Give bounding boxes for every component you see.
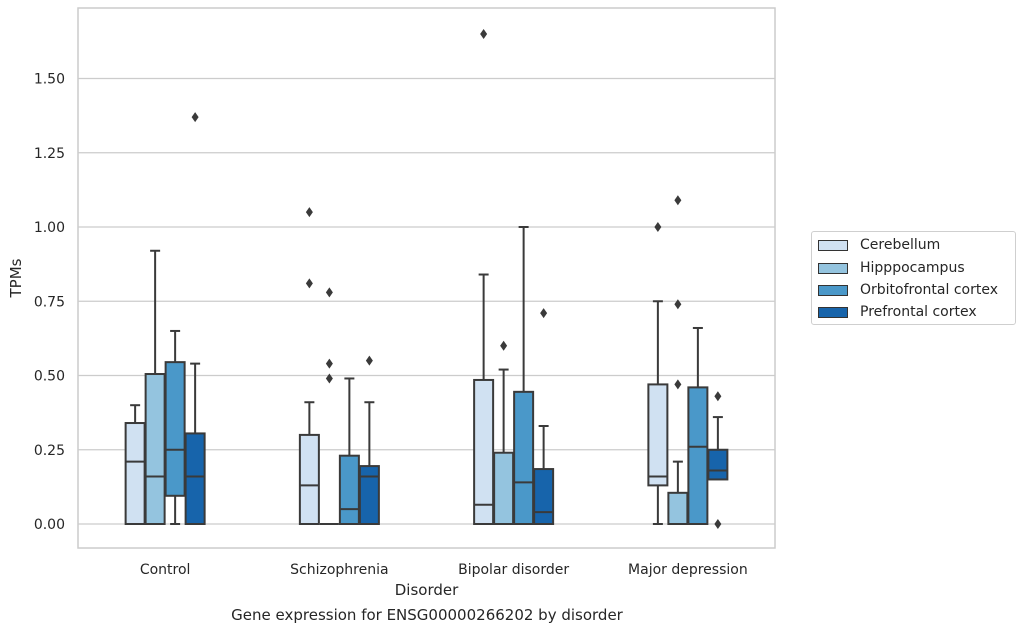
legend-swatch-hipppocampus xyxy=(818,262,848,274)
outlier-point xyxy=(674,379,682,390)
box xyxy=(513,390,535,525)
legend-swatch-prefrontal-cortex xyxy=(818,306,848,318)
x-tick-label: Major depression xyxy=(628,562,748,578)
legend-swatch-orbitofrontal-cortex xyxy=(818,284,848,296)
y-axis-label: TPMs xyxy=(7,258,25,298)
box xyxy=(667,491,689,526)
outlier-point xyxy=(365,355,373,366)
box xyxy=(473,378,495,525)
x-tick-label: Schizophrenia xyxy=(290,562,388,578)
y-tick-label: 0.25 xyxy=(34,443,65,459)
box xyxy=(184,432,206,526)
legend-item-prefrontal-cortex: Prefrontal cortex xyxy=(818,302,977,322)
outlier-point xyxy=(325,373,333,384)
y-tick-label: 1.00 xyxy=(34,220,65,236)
box xyxy=(338,454,360,525)
box xyxy=(164,361,186,497)
legend-label-hipppocampus: Hipppocampus xyxy=(860,260,965,276)
box xyxy=(144,373,166,526)
outlier-point xyxy=(500,340,508,351)
box xyxy=(493,451,515,525)
legend-item-cerebellum: Cerebellum xyxy=(818,235,940,255)
y-tick-label: 1.25 xyxy=(34,146,65,162)
box xyxy=(124,422,146,525)
outlier-point xyxy=(714,391,722,402)
box xyxy=(647,383,669,487)
y-tick-label: 0.75 xyxy=(34,294,65,310)
plot-frame xyxy=(77,7,776,549)
outlier-point xyxy=(325,287,333,298)
legend-swatch-cerebellum xyxy=(818,239,848,251)
legend-label-prefrontal-cortex: Prefrontal cortex xyxy=(860,304,977,320)
outlier-point xyxy=(305,207,313,218)
box xyxy=(358,465,380,525)
x-tick-label: Control xyxy=(140,562,191,578)
box xyxy=(533,468,555,525)
x-tick-label: Bipolar disorder xyxy=(458,562,569,578)
legend-item-orbitofrontal-cortex: Orbitofrontal cortex xyxy=(818,280,998,300)
legend-label-cerebellum: Cerebellum xyxy=(860,237,941,253)
outlier-point xyxy=(191,112,199,123)
y-tick-label: 0.50 xyxy=(34,369,65,385)
outlier-point xyxy=(540,308,548,319)
x-axis-label: Disorder xyxy=(395,581,459,599)
outlier-point xyxy=(480,28,488,39)
box xyxy=(298,433,320,525)
outlier-point xyxy=(325,358,333,369)
outlier-point xyxy=(674,299,682,310)
box xyxy=(707,448,729,481)
y-tick-label: 1.50 xyxy=(34,72,65,88)
box xyxy=(687,386,709,525)
legend-item-hipppocampus: Hipppocampus xyxy=(818,258,965,278)
outlier-point xyxy=(714,519,722,529)
figure-caption: Gene expression for ENSG00000266202 by d… xyxy=(231,606,623,624)
y-tick-label: 0.00 xyxy=(34,517,65,533)
legend-label-orbitofrontal-cortex: Orbitofrontal cortex xyxy=(860,282,998,298)
outlier-point xyxy=(674,195,682,206)
legend: Cerebellum Hipppocampus Orbitofrontal co… xyxy=(811,231,1016,325)
outlier-point xyxy=(305,278,313,289)
outlier-point xyxy=(654,222,662,232)
